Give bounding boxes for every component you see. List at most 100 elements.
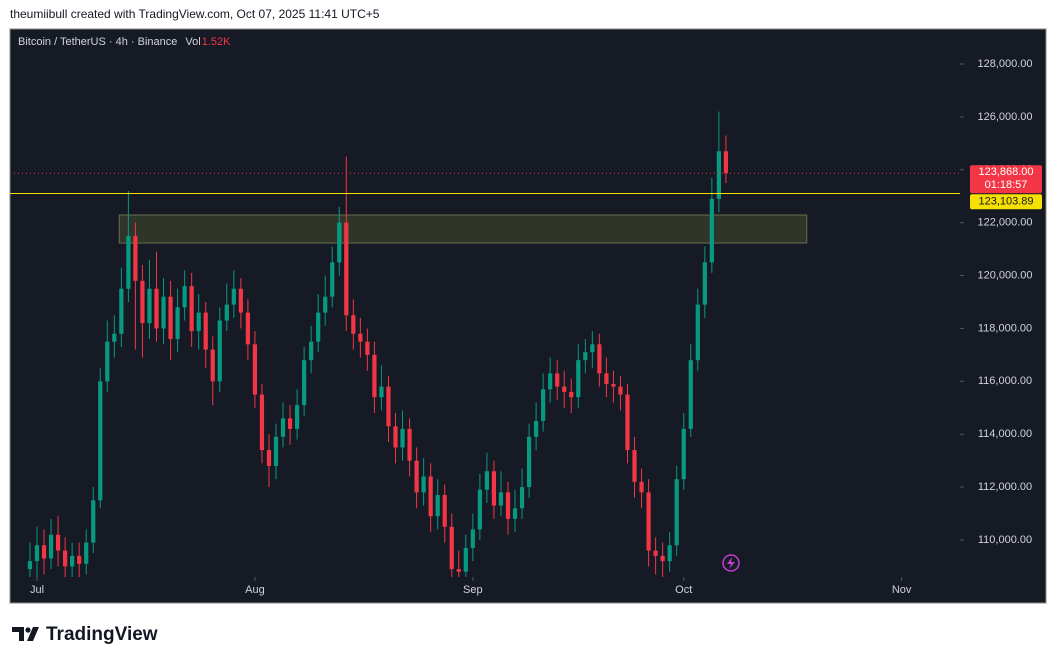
candle-body (569, 391, 574, 398)
candle-body (660, 555, 665, 562)
candle-body (182, 286, 187, 308)
candle-body (224, 304, 229, 321)
footer-brand: TradingView (46, 624, 158, 645)
candle-body (323, 296, 328, 313)
candle-body (533, 420, 539, 437)
y-tick-label: 118,000.00 (978, 322, 1032, 334)
candle-body (555, 373, 560, 387)
candle-body (372, 354, 377, 398)
candle-body (379, 386, 384, 398)
candle-body (168, 296, 173, 340)
candle-body (294, 405, 300, 429)
symbol: Bitcoin / TetherUS · 4h · Binance (18, 36, 177, 48)
candle-body (196, 312, 201, 332)
candle-body (309, 341, 314, 361)
candle-body (189, 286, 194, 332)
chart-panel (9, 28, 1047, 604)
candle-body (84, 542, 89, 564)
y-tick-label: 110,000.00 (978, 534, 1032, 546)
horizontal-line-box (970, 194, 1042, 210)
candle-body (491, 471, 497, 506)
candle-body (449, 526, 454, 570)
candle-body (63, 550, 68, 567)
candle-body (590, 344, 595, 353)
candle-body (646, 492, 651, 551)
candle-body (119, 288, 124, 334)
candle-body (667, 545, 672, 562)
candle-body (505, 492, 511, 519)
candle-body (330, 262, 335, 297)
candle-body (133, 235, 138, 281)
candle-body (252, 344, 258, 395)
candle-body (625, 394, 630, 451)
candle-body (702, 262, 707, 305)
x-tick-label: Oct (675, 584, 692, 596)
header: theumiibull created with TradingView.com… (10, 7, 380, 21)
candle-body (140, 280, 145, 324)
candle-body (526, 436, 532, 488)
candle-body (695, 304, 700, 361)
candle-body (386, 386, 391, 427)
candle-body (77, 555, 82, 564)
volume-label: Vol (185, 36, 200, 48)
candle-body (681, 428, 686, 480)
candle-body (55, 534, 61, 551)
y-tick-label: 114,000.00 (978, 428, 1032, 440)
candle-body (280, 418, 286, 437)
candle-body (498, 492, 504, 506)
candle-body (400, 428, 405, 448)
y-tick-label: 128,000.00 (977, 58, 1032, 70)
candle-body (414, 460, 419, 493)
candle-body (484, 471, 490, 490)
y-tick-label: 112,000.00 (978, 481, 1032, 493)
zone (118, 214, 808, 244)
candle-body (716, 151, 721, 199)
candle-body (604, 373, 609, 384)
candle-body (105, 341, 110, 382)
candle-body (470, 529, 475, 548)
candle-body (210, 349, 215, 382)
candle-body (653, 550, 658, 556)
candle-body (365, 341, 370, 355)
candle-body (428, 476, 433, 517)
candle-body (259, 394, 265, 451)
candle-body (147, 288, 152, 324)
candle-body (245, 312, 250, 345)
candle-body (98, 381, 103, 501)
candle-body (674, 479, 679, 546)
candle-body (344, 222, 349, 316)
candle-body (456, 569, 461, 572)
candle-body (639, 481, 644, 493)
candle-body (266, 450, 272, 466)
x-tick-label: Jul (30, 584, 44, 596)
candle-body (519, 487, 525, 509)
candle-body (70, 555, 75, 567)
x-tick-label: Sep (463, 584, 483, 596)
candle-body (562, 386, 567, 392)
candle-body (618, 386, 623, 395)
candle-body (302, 360, 307, 406)
countdown: 01:18:57 (985, 179, 1028, 191)
candle-body (273, 436, 279, 466)
candle-body (709, 198, 714, 263)
y-tick-label: 122,000.00 (977, 217, 1032, 229)
candle-body (597, 344, 602, 374)
candle-body (351, 315, 356, 334)
candle-body (316, 312, 321, 342)
candle-body (358, 333, 363, 342)
candle-body (421, 476, 426, 493)
candle-body (611, 383, 616, 387)
event-icon[interactable] (722, 554, 740, 572)
horizontal-line-label: 123,103.89 (978, 196, 1033, 208)
event-bolt (727, 557, 735, 569)
candle-body (126, 235, 131, 289)
logo (12, 627, 39, 641)
candle-body (512, 508, 518, 519)
y-tick-label: 126,000.00 (977, 111, 1032, 123)
candle-body (463, 547, 468, 572)
candle-body (442, 495, 447, 527)
candle-body (583, 352, 588, 361)
axes: 110,000.00 112,000.00 114,000.00 116,000.00… (30, 58, 1042, 596)
